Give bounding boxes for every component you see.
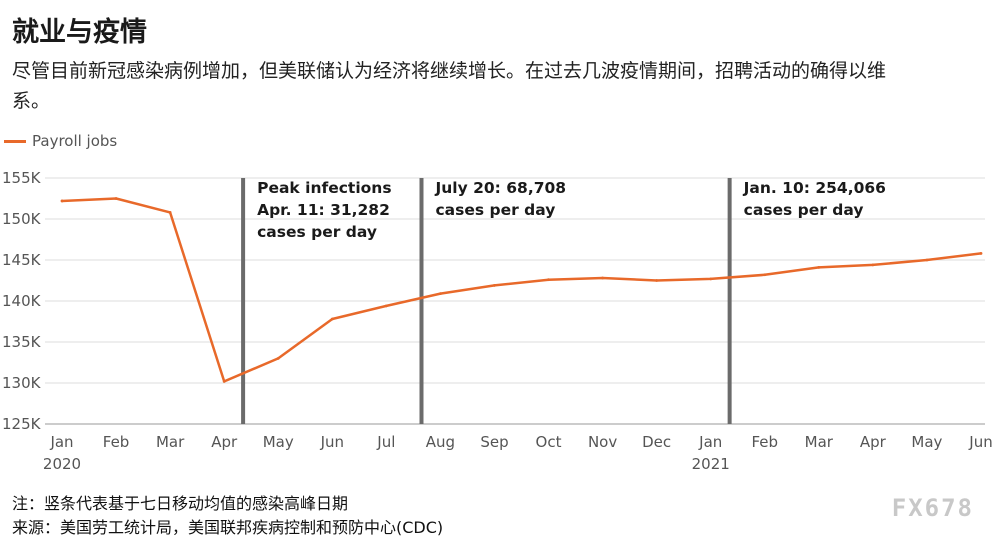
line-chart: 155K 150K 145K 140K 135K 130K 125K Jan Feb Mar Apr… — [2, 169, 993, 473]
data-point — [601, 276, 604, 280]
data-point — [276, 357, 280, 360]
chart-title: 就业与疫情 — [12, 17, 147, 48]
data-point — [709, 277, 713, 281]
y-tick-label: 135K — [2, 333, 42, 351]
data-point — [925, 258, 929, 262]
annotation-text: Peak infections — [257, 179, 391, 197]
x-tick-label: Sep — [480, 433, 508, 451]
x-tick-label: Jul — [376, 433, 395, 451]
data-point — [384, 304, 388, 308]
x-tick-label: Jan — [698, 433, 722, 451]
data-point — [871, 263, 875, 267]
x-tick-label: Mar — [156, 433, 185, 451]
x-tick-label: Nov — [588, 433, 617, 451]
x-tick-label: Feb — [103, 433, 130, 451]
x-tick-label: Mar — [805, 433, 834, 451]
legend-label: Payroll jobs — [32, 132, 118, 150]
legend-swatch — [4, 139, 26, 143]
y-tick-label: 145K — [2, 251, 42, 269]
x-tick-label: Apr — [860, 433, 887, 451]
data-point — [60, 199, 64, 203]
annotation-text: cases per day — [435, 201, 555, 219]
x-tick-label: Feb — [751, 433, 778, 451]
x-tick-label: Aug — [426, 433, 455, 451]
annotation-text: Jan. 10: 254,066 — [743, 179, 886, 197]
annotation-text: July 20: 68,708 — [434, 179, 566, 197]
x-tick-label: Jun — [320, 433, 344, 451]
x-tick-label: May — [263, 433, 294, 451]
data-point — [763, 273, 767, 277]
annotation-text: Apr. 11: 31,282 — [257, 201, 390, 219]
x-tick-label: Jan — [49, 433, 73, 451]
x-tick-label: Dec — [642, 433, 671, 451]
watermark-logo: FX678 — [891, 494, 974, 522]
x-year-label: 2021 — [692, 455, 730, 473]
data-point — [979, 252, 983, 255]
x-year-label: 2020 — [43, 455, 81, 473]
annotation-text: cases per day — [257, 223, 377, 241]
y-tick-label: 150K — [2, 210, 42, 228]
y-tick-label: 125K — [2, 415, 42, 433]
data-point — [493, 284, 496, 287]
footnotes: 注：竖条代表基于七日移动均值的感染高峰日期 来源：美国劳工统计局，美国联邦疾病控… — [12, 492, 443, 540]
series-line-payroll — [61, 197, 982, 383]
chart-subtitle: 尽管目前新冠感染病例增加，但美联储认为经济将继续增长。在过去几波疫情期间，招聘活… — [12, 60, 887, 112]
data-point — [114, 197, 118, 200]
footnote-source: 来源：美国劳工统计局，美国联邦疾病控制和预防中心(CDC) — [12, 518, 444, 537]
annotation-text: cases per day — [744, 201, 864, 219]
x-tick-label: May — [911, 433, 942, 451]
data-point — [168, 211, 172, 214]
footnote-note: 注：竖条代表基于七日移动均值的感染高峰日期 — [12, 494, 349, 513]
data-point — [655, 279, 659, 282]
x-tick-label: Apr — [211, 433, 238, 451]
x-tick-label: Oct — [536, 433, 562, 451]
data-point — [817, 265, 821, 269]
x-tick-label: Jun — [968, 433, 992, 451]
data-point — [330, 317, 334, 321]
y-tick-label: 130K — [2, 374, 42, 392]
data-point — [439, 292, 442, 296]
legend: Payroll jobs — [4, 132, 117, 150]
y-tick-label: 140K — [2, 292, 42, 310]
data-point — [547, 278, 550, 282]
data-point — [222, 379, 226, 383]
y-tick-label: 155K — [2, 169, 42, 187]
